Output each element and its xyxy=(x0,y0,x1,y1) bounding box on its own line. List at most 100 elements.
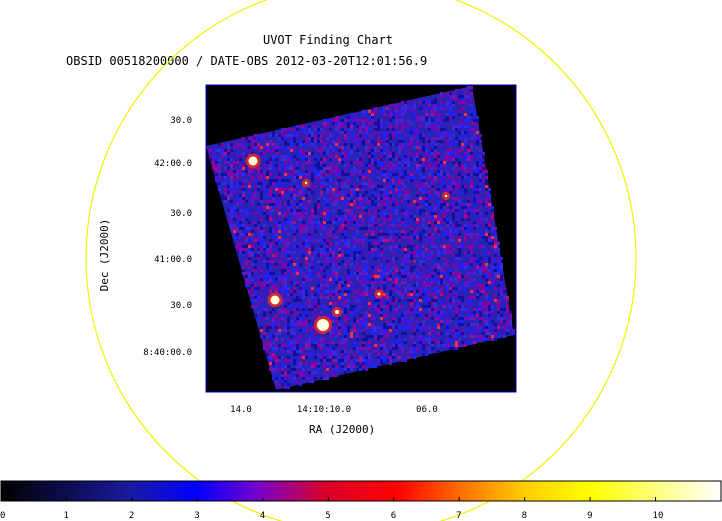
noise-pixel xyxy=(302,128,305,131)
noise-pixel xyxy=(281,227,284,230)
noise-pixel xyxy=(356,194,359,197)
noise-pixel xyxy=(314,341,317,344)
noise-pixel xyxy=(422,263,425,266)
noise-pixel xyxy=(341,350,344,353)
noise-pixel xyxy=(446,320,449,323)
noise-pixel xyxy=(455,218,458,221)
noise-pixel xyxy=(284,290,287,293)
noise-pixel xyxy=(287,311,290,314)
noise-pixel xyxy=(308,233,311,236)
noise-pixel xyxy=(320,128,323,131)
noise-pixel xyxy=(362,134,365,137)
noise-pixel xyxy=(470,290,473,293)
noise-pixel xyxy=(290,260,293,263)
noise-pixel xyxy=(272,377,275,380)
noise-pixel xyxy=(380,191,383,194)
noise-pixel xyxy=(272,149,275,152)
noise-pixel xyxy=(257,176,260,179)
noise-pixel xyxy=(263,248,266,251)
noise-pixel xyxy=(248,266,251,269)
noise-pixel xyxy=(458,167,461,170)
noise-pixel xyxy=(320,287,323,290)
noise-pixel xyxy=(248,287,251,290)
noise-pixel xyxy=(404,170,407,173)
noise-pixel xyxy=(236,221,239,224)
noise-pixel xyxy=(449,110,452,113)
noise-pixel xyxy=(317,179,320,182)
noise-pixel xyxy=(317,206,320,209)
noise-pixel xyxy=(323,356,326,359)
noise-pixel xyxy=(455,299,458,302)
noise-pixel xyxy=(476,311,479,314)
noise-pixel xyxy=(458,176,461,179)
noise-pixel xyxy=(329,362,332,365)
noise-pixel xyxy=(458,191,461,194)
noise-pixel xyxy=(431,302,434,305)
noise-pixel xyxy=(260,173,263,176)
noise-pixel xyxy=(299,314,302,317)
noise-pixel xyxy=(332,350,335,353)
noise-pixel xyxy=(461,146,464,149)
noise-pixel xyxy=(404,191,407,194)
noise-pixel xyxy=(368,236,371,239)
noise-pixel xyxy=(350,227,353,230)
noise-pixel xyxy=(446,311,449,314)
noise-pixel xyxy=(275,221,278,224)
noise-pixel xyxy=(479,236,482,239)
noise-pixel xyxy=(239,164,242,167)
noise-pixel xyxy=(338,140,341,143)
noise-pixel xyxy=(389,293,392,296)
noise-pixel xyxy=(224,155,227,158)
noise-pixel xyxy=(494,260,497,263)
noise-pixel xyxy=(239,227,242,230)
noise-pixel xyxy=(371,248,374,251)
noise-pixel xyxy=(410,248,413,251)
noise-pixel xyxy=(275,284,278,287)
noise-pixel xyxy=(449,305,452,308)
noise-pixel xyxy=(305,257,308,260)
noise-pixel xyxy=(293,299,296,302)
noise-pixel xyxy=(332,251,335,254)
noise-pixel xyxy=(296,170,299,173)
noise-pixel xyxy=(272,242,275,245)
noise-pixel xyxy=(395,164,398,167)
noise-pixel xyxy=(440,209,443,212)
noise-pixel xyxy=(254,197,257,200)
noise-pixel xyxy=(257,311,260,314)
noise-pixel xyxy=(266,161,269,164)
noise-pixel xyxy=(443,152,446,155)
noise-pixel xyxy=(281,248,284,251)
noise-pixel xyxy=(497,326,500,329)
noise-pixel xyxy=(362,338,365,341)
noise-pixel xyxy=(359,173,362,176)
noise-pixel xyxy=(269,194,272,197)
noise-pixel xyxy=(395,311,398,314)
noise-pixel xyxy=(272,182,275,185)
noise-pixel xyxy=(365,260,368,263)
noise-pixel xyxy=(371,251,374,254)
noise-pixel xyxy=(305,137,308,140)
noise-pixel xyxy=(398,158,401,161)
noise-pixel xyxy=(341,359,344,362)
noise-pixel xyxy=(266,194,269,197)
noise-pixel xyxy=(494,338,497,341)
noise-pixel xyxy=(365,233,368,236)
noise-pixel xyxy=(467,197,470,200)
noise-pixel xyxy=(260,308,263,311)
noise-pixel xyxy=(362,206,365,209)
noise-pixel xyxy=(335,173,338,176)
noise-pixel xyxy=(491,278,494,281)
noise-pixel xyxy=(338,125,341,128)
noise-pixel xyxy=(476,296,479,299)
noise-pixel xyxy=(461,89,464,92)
noise-pixel xyxy=(395,341,398,344)
noise-pixel xyxy=(449,209,452,212)
noise-pixel xyxy=(338,188,341,191)
noise-pixel xyxy=(353,290,356,293)
noise-pixel xyxy=(332,347,335,350)
noise-pixel xyxy=(485,218,488,221)
noise-pixel xyxy=(431,347,434,350)
noise-pixel xyxy=(350,143,353,146)
noise-pixel xyxy=(236,173,239,176)
noise-pixel xyxy=(425,233,428,236)
